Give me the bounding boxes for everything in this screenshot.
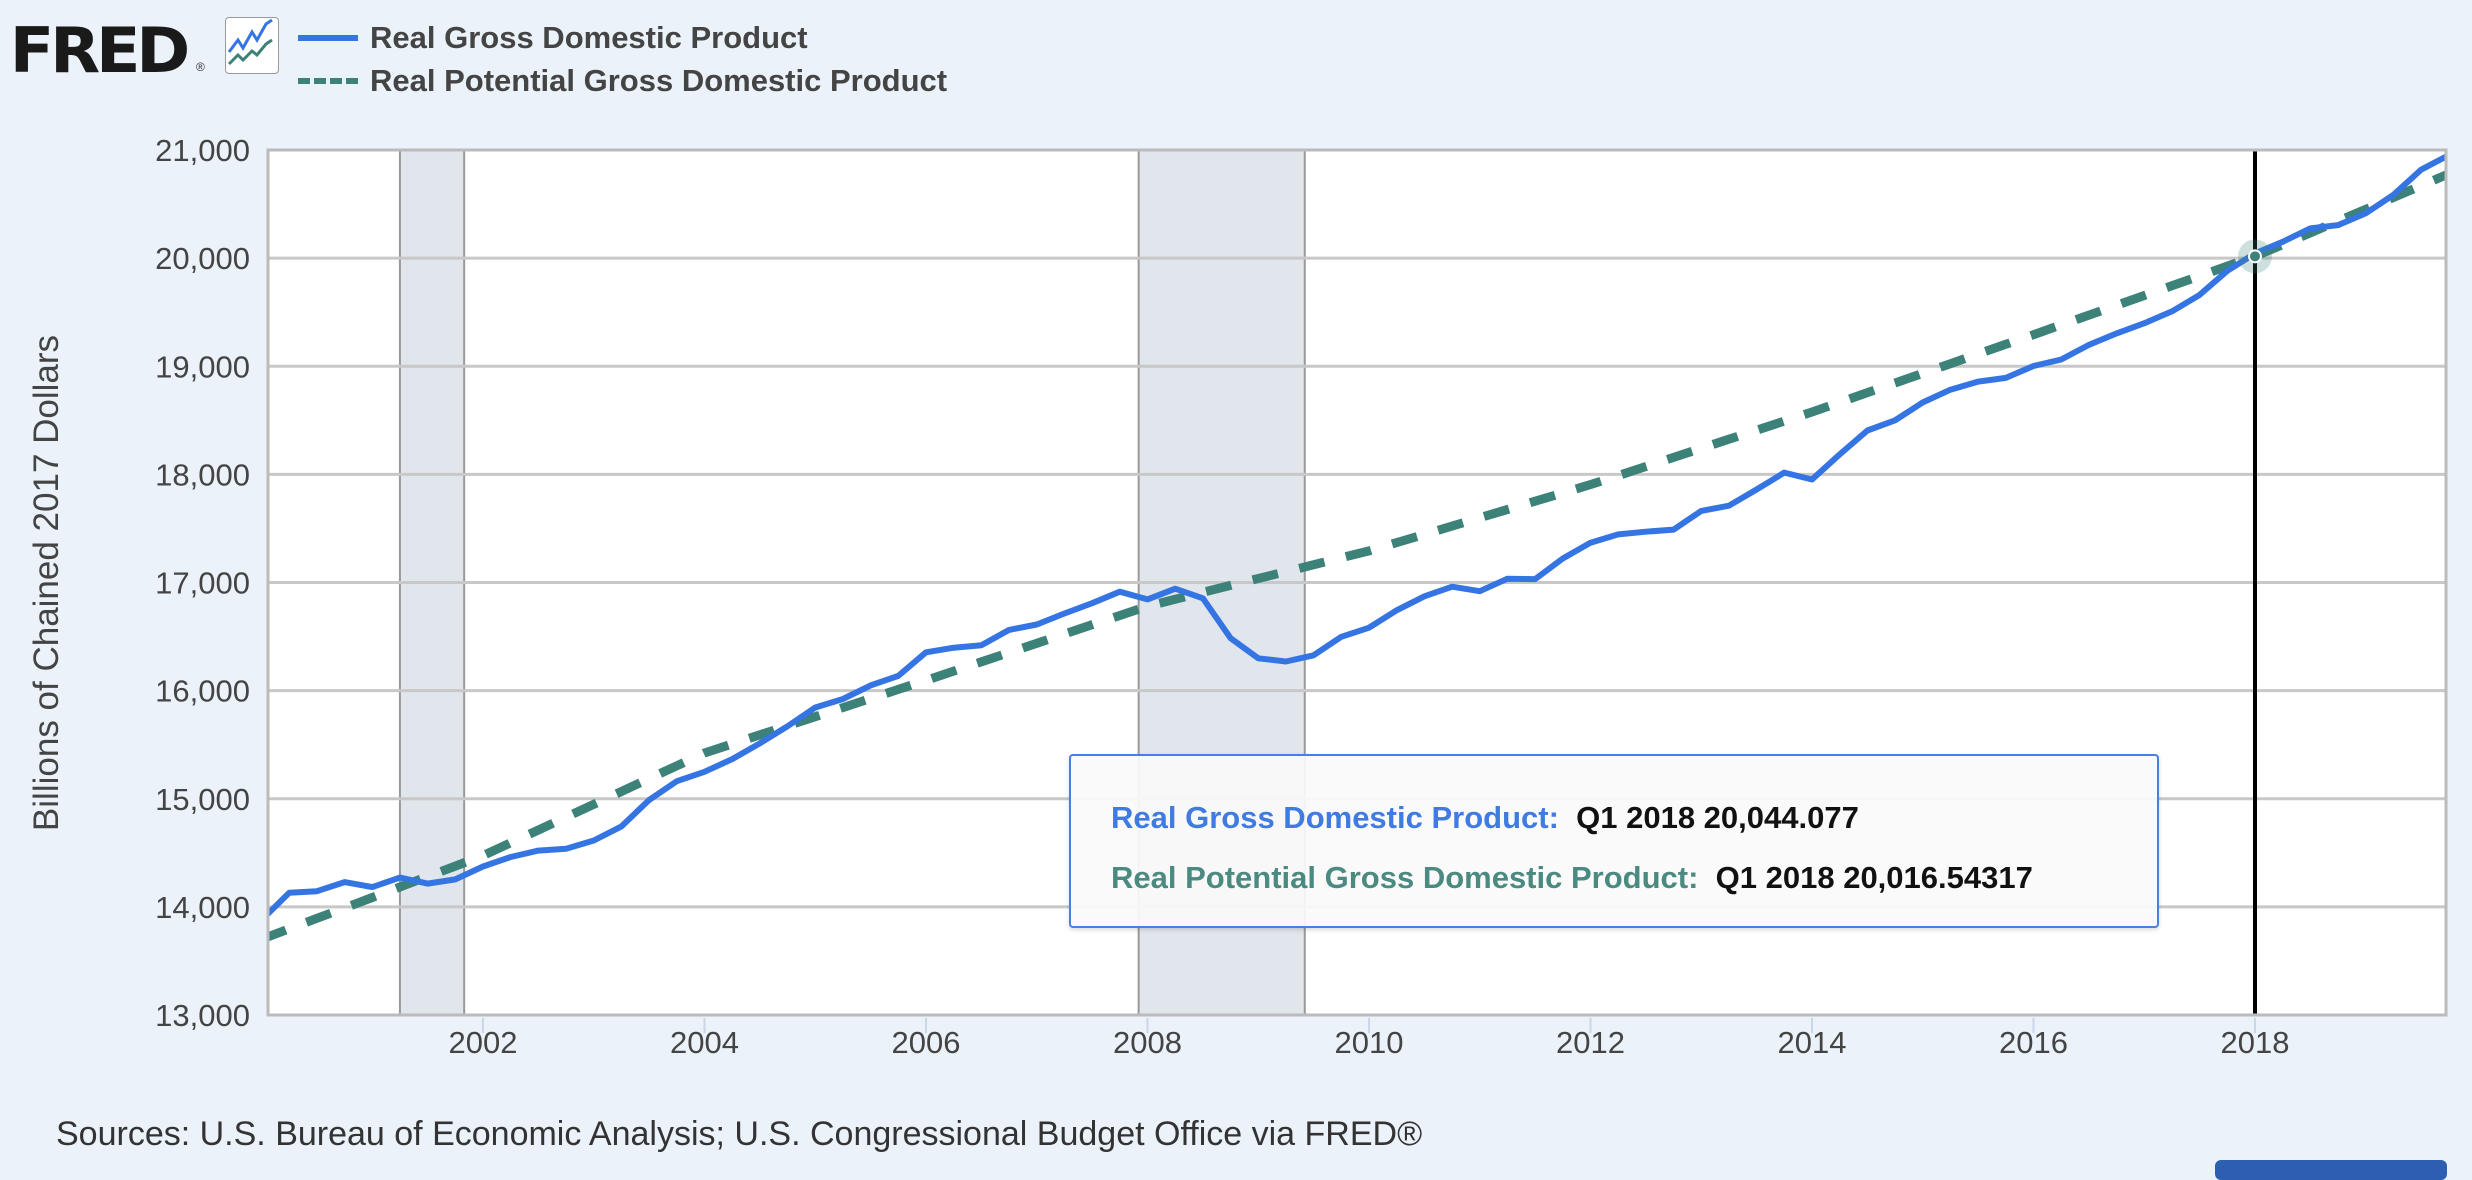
tooltip-row-potential: Real Potential Gross Domestic Product: Q…	[1111, 860, 2033, 896]
hover-point	[2248, 249, 2262, 264]
series-line-gdp	[268, 153, 2446, 918]
x-tick-label: 2006	[892, 1025, 961, 1060]
x-tick-label: 2004	[670, 1025, 739, 1060]
tooltip-row-gdp: Real Gross Domestic Product: Q1 2018 20,…	[1111, 800, 1859, 836]
y-tick-label: 19,000	[155, 349, 250, 384]
hover-marker	[2238, 239, 2272, 274]
tooltip-gdp-label: Real Gross Domestic Product:	[1111, 800, 1559, 835]
x-tick-label: 2018	[2221, 1025, 2290, 1060]
line-chart-icon[interactable]	[225, 17, 279, 74]
series-line-potential-gdp	[268, 170, 2446, 942]
y-tick-label: 13,000	[155, 998, 250, 1033]
x-tick-label: 2002	[449, 1025, 518, 1060]
y-tick-label: 15,000	[155, 782, 250, 817]
y-tick-label: 14,000	[155, 890, 250, 925]
tooltip-gdp-value: Q1 2018 20,044.077	[1576, 800, 1859, 835]
legend-swatch-solid	[298, 35, 358, 41]
x-tick-label: 2010	[1335, 1025, 1404, 1060]
sources-note: Sources: U.S. Bureau of Economic Analysi…	[56, 1115, 1423, 1153]
tooltip-potential-label: Real Potential Gross Domestic Product:	[1111, 860, 1699, 895]
legend-swatch-dashed	[298, 78, 358, 84]
x-tick-label: 2014	[1778, 1025, 1847, 1060]
tooltip: Real Gross Domestic Product: Q1 2018 20,…	[1069, 754, 2159, 928]
registered-mark: ®	[196, 60, 205, 74]
fred-logo[interactable]: FRED	[9, 14, 191, 87]
y-axis-ticks: 13,000 14,000 15,000 16,000 17,000 18,000 19,0…	[155, 133, 250, 1033]
legend-item-potential-gdp[interactable]: Real Potential Gross Domestic Product	[298, 63, 947, 99]
plot-border	[266, 148, 2448, 1017]
y-tick-label: 18,000	[155, 457, 250, 492]
y-tick-label: 17,000	[155, 566, 250, 601]
series-lines	[268, 153, 2446, 942]
legend-label-potential-gdp: Real Potential Gross Domestic Product	[370, 63, 948, 98]
y-tick-label: 20,000	[155, 241, 250, 276]
y-tick-label: 16,000	[155, 674, 250, 709]
partial-button[interactable]	[2215, 1160, 2447, 1180]
legend-item-gdp[interactable]: Real Gross Domestic Product	[298, 20, 808, 56]
y-axis-label: Billions of Chained 2017 Dollars	[27, 335, 66, 831]
y-tick-label: 21,000	[155, 133, 250, 168]
x-tick-label: 2008	[1113, 1025, 1182, 1060]
tooltip-potential-value: Q1 2018 20,016.54317	[1715, 860, 2033, 895]
x-axis-ticks: 2002 2004 2006 2008 2010 2012 2014 2016 2018	[449, 1018, 2290, 1060]
x-tick-label: 2012	[1556, 1025, 1625, 1060]
x-tick-label: 2016	[1999, 1025, 2068, 1060]
legend-label-gdp: Real Gross Domestic Product	[370, 20, 808, 55]
